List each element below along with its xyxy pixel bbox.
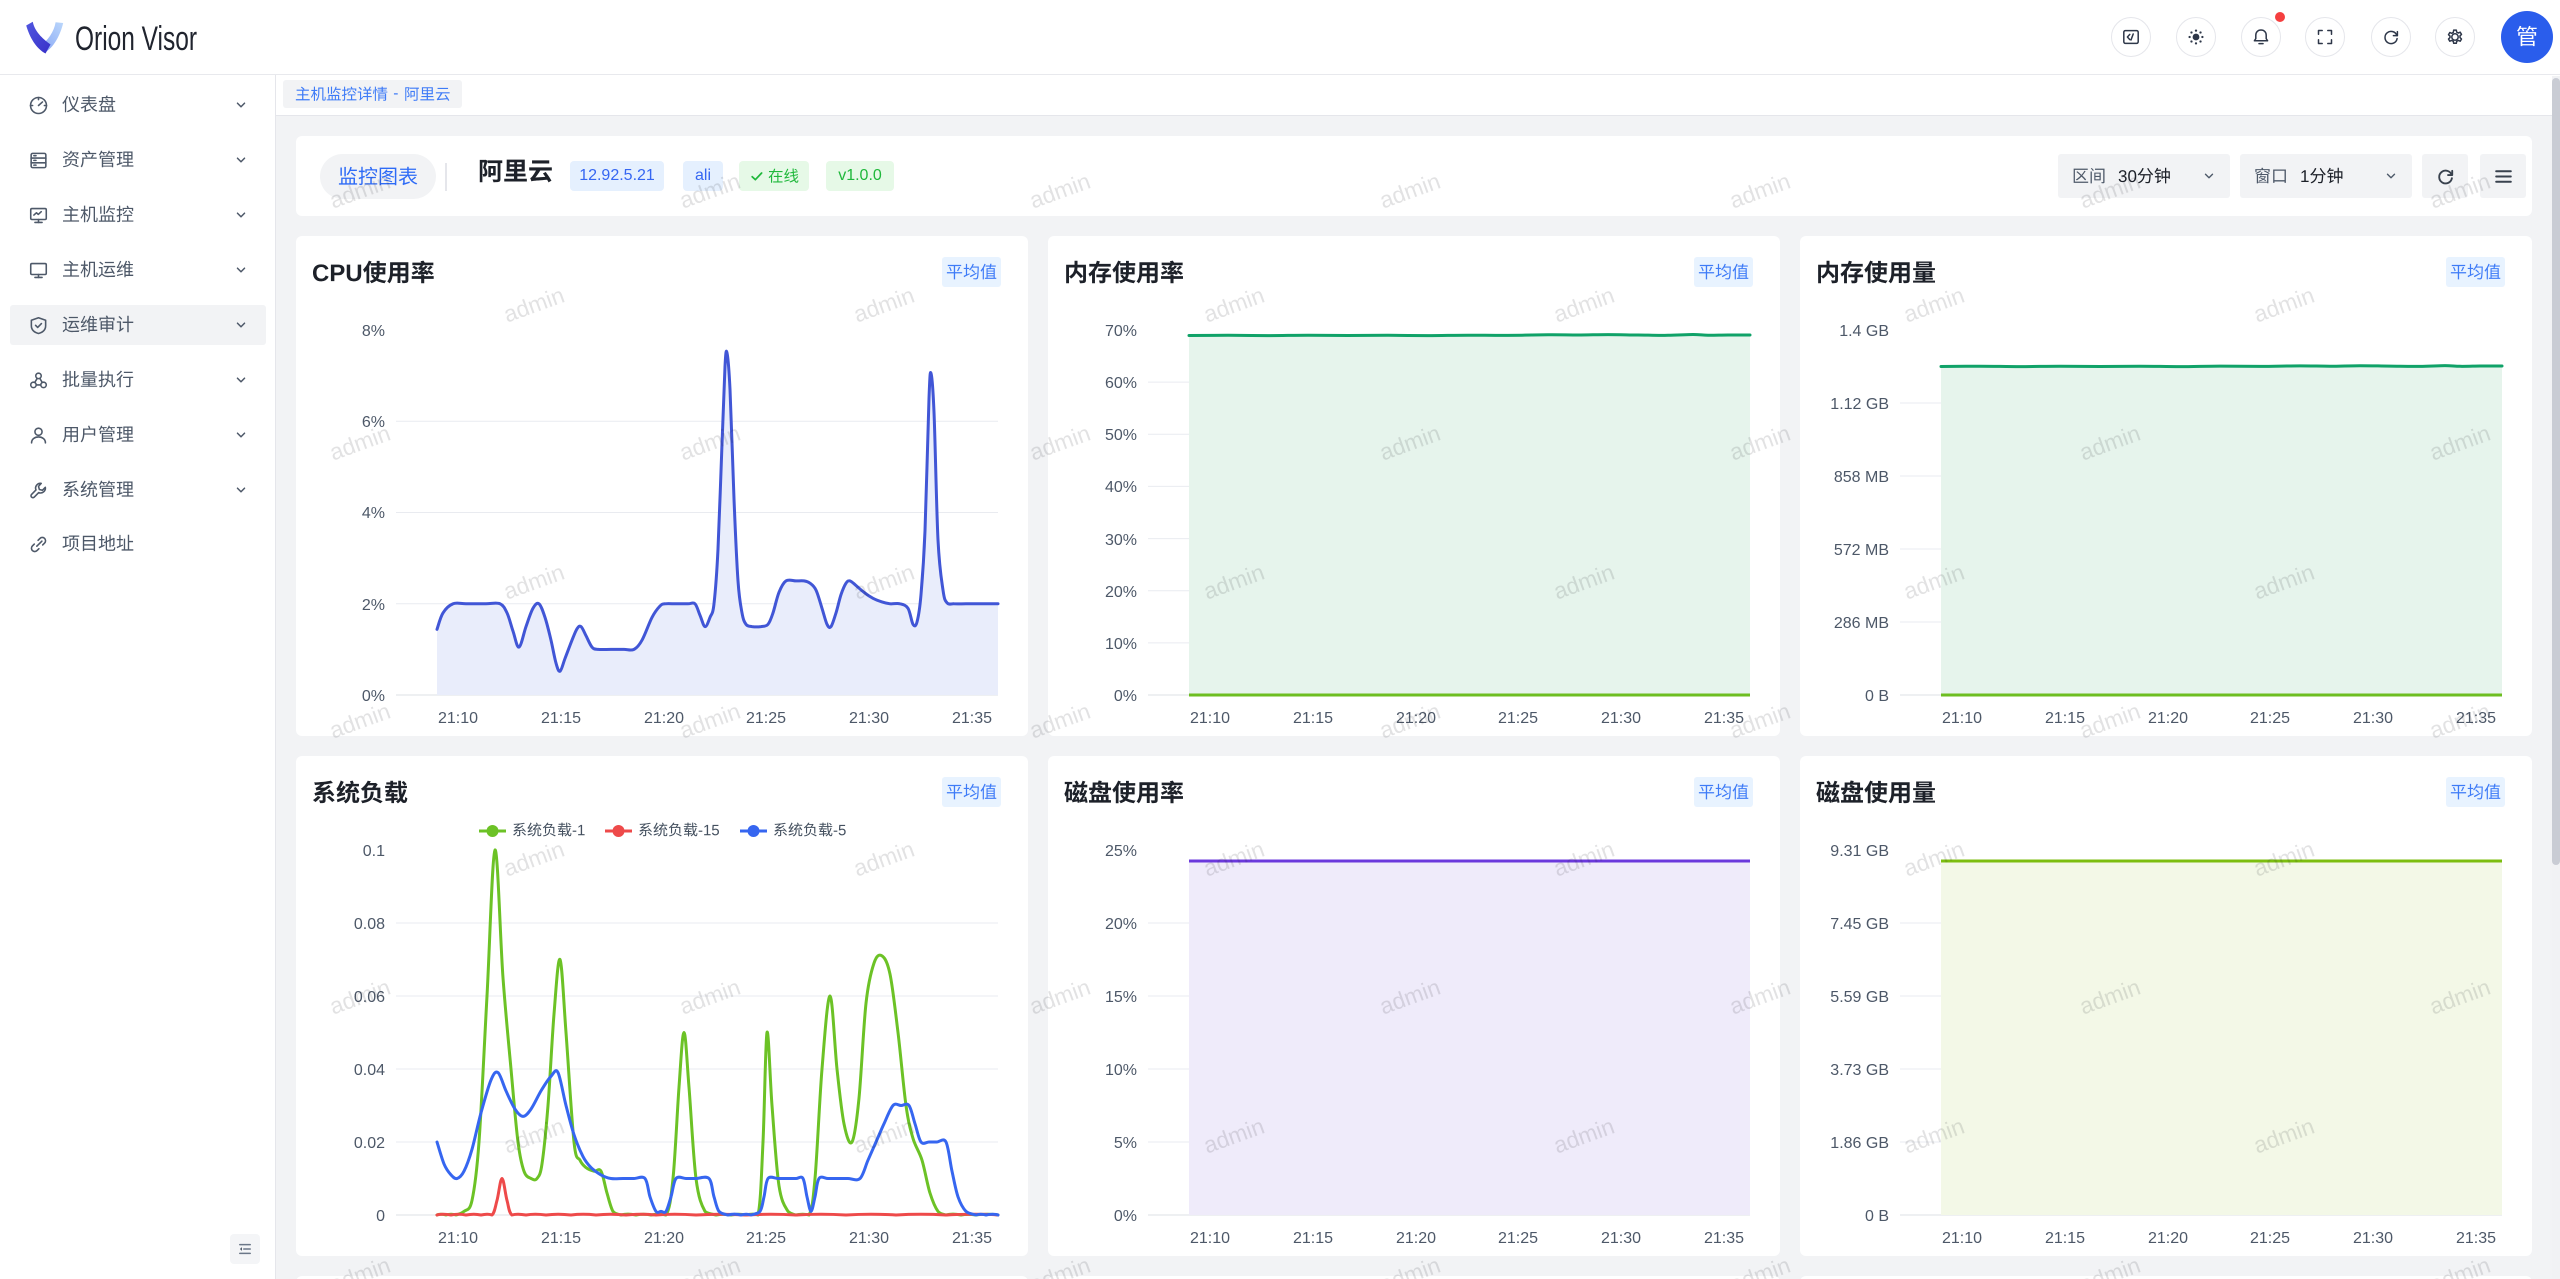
- svg-text:21:35: 21:35: [2456, 1230, 2496, 1247]
- svg-text:5%: 5%: [1114, 1135, 1137, 1152]
- svg-text:0.1: 0.1: [363, 843, 385, 860]
- svg-text:1.86 GB: 1.86 GB: [1830, 1135, 1889, 1152]
- svg-text:21:30: 21:30: [849, 1230, 889, 1247]
- svg-text:21:10: 21:10: [1190, 710, 1230, 727]
- svg-text:0.08: 0.08: [354, 916, 385, 933]
- svg-text:20%: 20%: [1105, 584, 1137, 601]
- svg-text:21:30: 21:30: [849, 710, 889, 727]
- svg-text:1.12 GB: 1.12 GB: [1830, 396, 1889, 413]
- svg-text:21:15: 21:15: [1293, 710, 1333, 727]
- svg-text:21:25: 21:25: [1498, 1230, 1538, 1247]
- svg-text:572 MB: 572 MB: [1834, 542, 1889, 559]
- svg-text:4%: 4%: [362, 505, 385, 522]
- svg-text:0: 0: [376, 1208, 385, 1225]
- svg-text:21:30: 21:30: [1601, 710, 1641, 727]
- svg-text:0%: 0%: [1114, 688, 1137, 705]
- svg-text:21:25: 21:25: [746, 1230, 786, 1247]
- svg-text:6%: 6%: [362, 414, 385, 431]
- svg-text:70%: 70%: [1105, 323, 1137, 340]
- svg-text:21:20: 21:20: [2148, 1230, 2188, 1247]
- svg-text:0 B: 0 B: [1865, 1208, 1889, 1225]
- svg-text:21:35: 21:35: [2456, 710, 2496, 727]
- svg-text:25%: 25%: [1105, 843, 1137, 860]
- svg-text:858 MB: 858 MB: [1834, 469, 1889, 486]
- svg-text:21:15: 21:15: [541, 1230, 581, 1247]
- svg-text:21:30: 21:30: [2353, 710, 2393, 727]
- svg-text:21:35: 21:35: [952, 1230, 992, 1247]
- svg-text:21:10: 21:10: [438, 1230, 478, 1247]
- svg-text:21:25: 21:25: [1498, 710, 1538, 727]
- svg-text:21:30: 21:30: [1601, 1230, 1641, 1247]
- svg-text:21:10: 21:10: [1190, 1230, 1230, 1247]
- svg-text:8%: 8%: [362, 323, 385, 340]
- svg-text:0.04: 0.04: [354, 1062, 385, 1079]
- svg-text:21:25: 21:25: [2250, 1230, 2290, 1247]
- svg-text:21:20: 21:20: [1396, 1230, 1436, 1247]
- svg-text:21:35: 21:35: [952, 710, 992, 727]
- svg-text:0%: 0%: [1114, 1208, 1137, 1225]
- svg-text:0.06: 0.06: [354, 989, 385, 1006]
- svg-text:2%: 2%: [362, 597, 385, 614]
- svg-text:15%: 15%: [1105, 989, 1137, 1006]
- svg-text:0.02: 0.02: [354, 1135, 385, 1152]
- svg-text:10%: 10%: [1105, 1062, 1137, 1079]
- svg-text:21:10: 21:10: [1942, 1230, 1982, 1247]
- svg-text:21:15: 21:15: [2045, 710, 2085, 727]
- svg-text:21:15: 21:15: [541, 710, 581, 727]
- svg-text:21:35: 21:35: [1704, 710, 1744, 727]
- svg-text:60%: 60%: [1105, 375, 1137, 392]
- svg-text:21:20: 21:20: [644, 1230, 684, 1247]
- svg-text:21:10: 21:10: [1942, 710, 1982, 727]
- svg-text:3.73 GB: 3.73 GB: [1830, 1062, 1889, 1079]
- svg-text:50%: 50%: [1105, 427, 1137, 444]
- svg-text:30%: 30%: [1105, 532, 1137, 549]
- svg-text:1.4 GB: 1.4 GB: [1839, 323, 1889, 340]
- svg-text:0 B: 0 B: [1865, 688, 1889, 705]
- svg-text:21:20: 21:20: [1396, 710, 1436, 727]
- svg-text:21:35: 21:35: [1704, 1230, 1744, 1247]
- svg-text:0%: 0%: [362, 688, 385, 705]
- svg-text:10%: 10%: [1105, 636, 1137, 653]
- svg-text:40%: 40%: [1105, 479, 1137, 496]
- svg-text:21:15: 21:15: [2045, 1230, 2085, 1247]
- svg-text:9.31 GB: 9.31 GB: [1830, 843, 1889, 860]
- svg-text:21:20: 21:20: [644, 710, 684, 727]
- svg-text:5.59 GB: 5.59 GB: [1830, 989, 1889, 1006]
- svg-text:7.45 GB: 7.45 GB: [1830, 916, 1889, 933]
- svg-text:286 MB: 286 MB: [1834, 615, 1889, 632]
- svg-text:20%: 20%: [1105, 916, 1137, 933]
- svg-text:21:30: 21:30: [2353, 1230, 2393, 1247]
- svg-text:21:20: 21:20: [2148, 710, 2188, 727]
- svg-text:21:25: 21:25: [746, 710, 786, 727]
- svg-text:21:25: 21:25: [2250, 710, 2290, 727]
- svg-text:21:15: 21:15: [1293, 1230, 1333, 1247]
- svg-text:21:10: 21:10: [438, 710, 478, 727]
